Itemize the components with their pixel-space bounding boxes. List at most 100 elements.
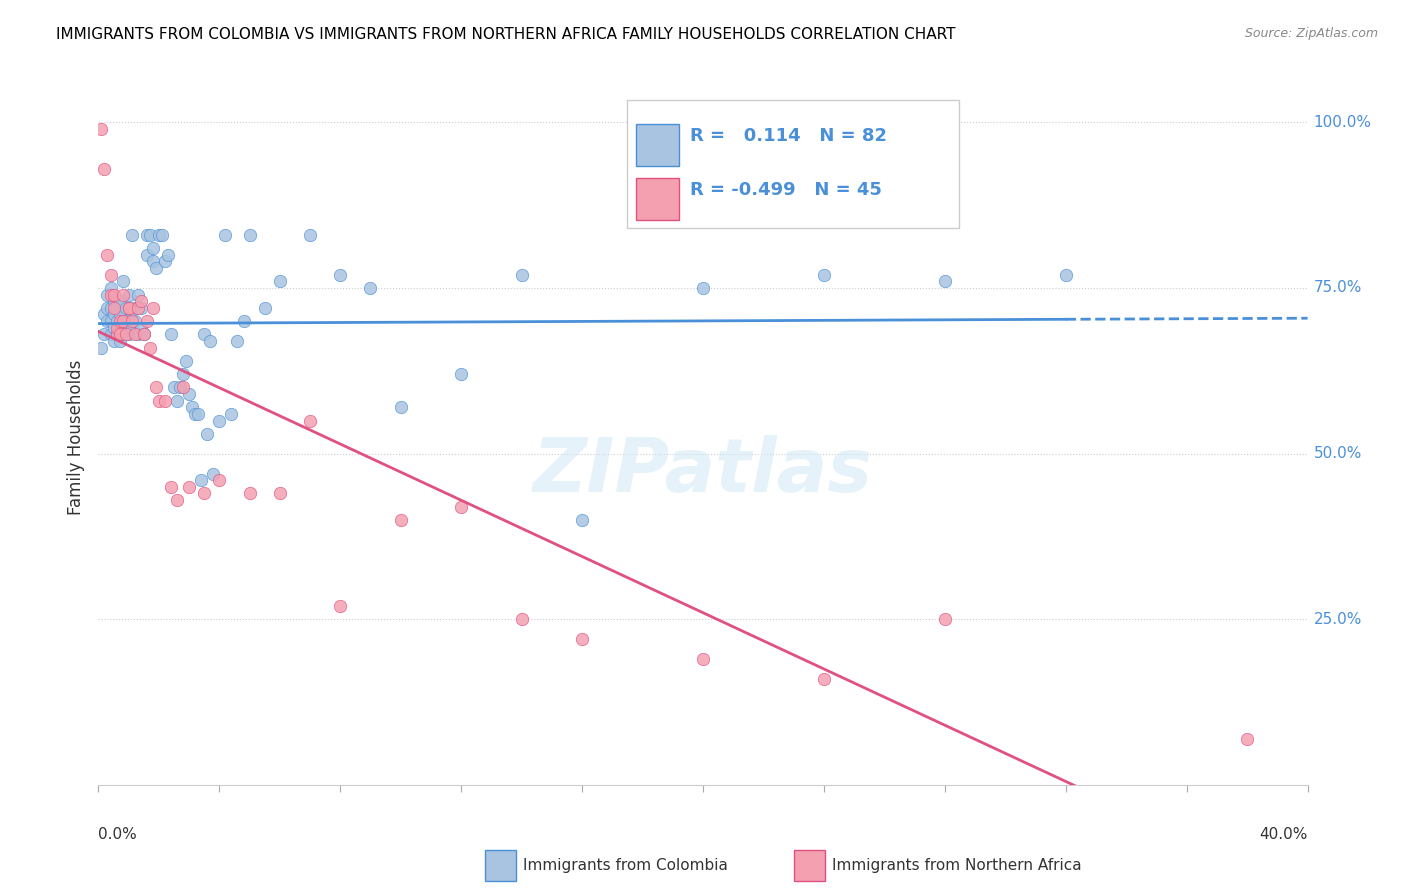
Point <box>195 426 218 441</box>
Point <box>100 281 122 295</box>
Point <box>813 268 835 282</box>
Point <box>103 294 125 309</box>
Point <box>111 314 134 328</box>
Point <box>692 281 714 295</box>
Text: 0.0%: 0.0% <box>98 827 138 842</box>
Point <box>105 314 128 328</box>
Point <box>221 407 243 421</box>
Point <box>142 301 165 315</box>
Point <box>208 413 231 427</box>
Point <box>269 274 291 288</box>
Point <box>121 227 143 242</box>
Point <box>118 287 141 301</box>
Point <box>135 227 157 242</box>
Point <box>118 301 141 315</box>
Text: R = -0.499   N = 45: R = -0.499 N = 45 <box>690 181 882 199</box>
Text: ZIPatlas: ZIPatlas <box>533 435 873 508</box>
Text: 100.0%: 100.0% <box>1313 115 1372 130</box>
Point <box>174 354 197 368</box>
Point <box>93 161 115 176</box>
Point <box>150 227 173 242</box>
Point <box>214 227 236 242</box>
Point <box>139 341 162 355</box>
Point <box>193 486 215 500</box>
Point <box>181 401 204 415</box>
Point <box>172 380 194 394</box>
Point <box>96 287 118 301</box>
Point <box>132 327 155 342</box>
Point <box>111 287 134 301</box>
Point <box>184 407 207 421</box>
Point <box>172 367 194 381</box>
Point <box>142 254 165 268</box>
Point <box>111 314 134 328</box>
Point <box>114 327 136 342</box>
Point <box>253 301 276 315</box>
Point <box>299 227 322 242</box>
Point <box>105 320 128 334</box>
Point <box>124 301 146 315</box>
Text: Source: ZipAtlas.com: Source: ZipAtlas.com <box>1244 27 1378 40</box>
Point <box>127 301 149 315</box>
Point <box>148 393 170 408</box>
Point <box>200 334 222 348</box>
Point <box>100 327 122 342</box>
Point <box>135 314 157 328</box>
Point <box>148 227 170 242</box>
Point <box>193 327 215 342</box>
Point <box>187 407 209 421</box>
Point <box>108 314 131 328</box>
Point <box>100 314 122 328</box>
Point <box>166 393 188 408</box>
Point <box>190 473 212 487</box>
Point <box>153 393 176 408</box>
Text: Immigrants from Colombia: Immigrants from Colombia <box>523 858 728 872</box>
Point <box>124 327 146 342</box>
Point <box>208 473 231 487</box>
Point <box>96 248 118 262</box>
Point <box>100 287 122 301</box>
Point <box>114 301 136 315</box>
Point <box>177 480 201 494</box>
Point <box>389 513 412 527</box>
FancyBboxPatch shape <box>637 124 679 166</box>
Point <box>239 486 262 500</box>
Point <box>118 327 141 342</box>
Point <box>163 380 186 394</box>
Point <box>145 261 167 276</box>
Point <box>239 227 262 242</box>
Point <box>114 320 136 334</box>
Point <box>202 467 225 481</box>
Point <box>129 294 152 309</box>
Point <box>232 314 254 328</box>
Point <box>156 248 179 262</box>
Point <box>142 241 165 255</box>
Point <box>132 327 155 342</box>
Point <box>129 301 152 315</box>
Point <box>127 327 149 342</box>
Point <box>329 599 352 613</box>
Point <box>108 308 131 322</box>
Text: 50.0%: 50.0% <box>1313 446 1362 461</box>
Point <box>166 493 188 508</box>
Point <box>169 380 191 394</box>
Point <box>510 268 533 282</box>
Point <box>108 320 131 334</box>
Point <box>93 308 115 322</box>
Point <box>121 314 143 328</box>
Point <box>813 672 835 686</box>
Point <box>105 327 128 342</box>
FancyBboxPatch shape <box>637 178 679 220</box>
Point <box>145 380 167 394</box>
Text: IMMIGRANTS FROM COLOMBIA VS IMMIGRANTS FROM NORTHERN AFRICA FAMILY HOUSEHOLDS CO: IMMIGRANTS FROM COLOMBIA VS IMMIGRANTS F… <box>56 27 956 42</box>
Point <box>450 367 472 381</box>
Point <box>100 301 122 315</box>
Point <box>105 327 128 342</box>
Point <box>226 334 249 348</box>
Text: 40.0%: 40.0% <box>1260 827 1308 842</box>
Text: 75.0%: 75.0% <box>1313 280 1362 295</box>
Point <box>108 327 131 342</box>
Point <box>111 327 134 342</box>
Point <box>329 268 352 282</box>
Point <box>93 327 115 342</box>
